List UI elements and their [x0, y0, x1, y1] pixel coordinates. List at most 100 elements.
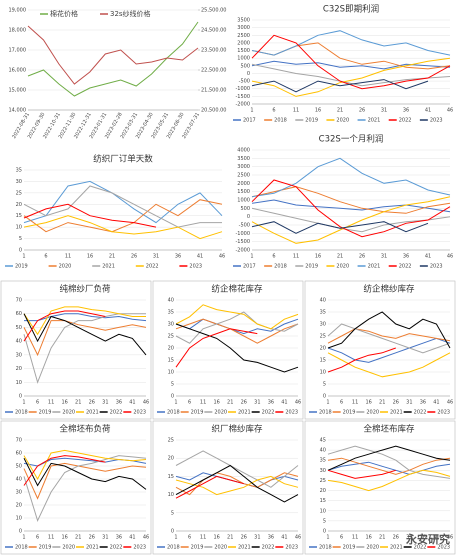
y-tick-label: 20	[320, 488, 326, 494]
legend-label: 2023	[430, 118, 443, 124]
legend-label: 2021	[390, 545, 403, 551]
legend-label: 2019	[305, 118, 318, 124]
legend-label: 2020	[366, 410, 379, 416]
y-tick-label: 20	[168, 456, 174, 462]
x-tick-label: 1	[250, 108, 253, 114]
x-tick-label: 31	[406, 400, 412, 406]
y-tick-label: 2000	[237, 181, 250, 187]
y-tick-label: 0	[171, 529, 174, 535]
x-tick-label: 6	[36, 400, 39, 406]
x-tick-label: 16	[315, 108, 321, 114]
y-tick-label: 30	[320, 468, 326, 474]
y-tick-label: 5	[171, 510, 174, 516]
legend-label: 2022	[414, 410, 427, 416]
x-tick-label: 36	[116, 400, 122, 406]
y-tick-label: 30	[320, 322, 326, 328]
y-tick-label: 14,000	[9, 108, 27, 114]
legend-label: 2017	[243, 118, 256, 124]
series-line	[251, 60, 451, 70]
series-line	[327, 469, 451, 492]
y-tick-label: 50	[16, 464, 22, 470]
legend-label: 2023	[189, 264, 202, 270]
x-tick-label: 31	[254, 535, 260, 541]
legend-label: 2023	[437, 545, 450, 551]
x-tick-label: 21	[109, 254, 115, 260]
x-tick-label: 36	[403, 254, 409, 260]
legend-label: 2019	[15, 264, 28, 270]
legend-label: 2020	[336, 118, 349, 124]
y-tick-label: 15	[320, 498, 326, 504]
y-tick-label: 60	[16, 311, 22, 317]
x-tick-label: 46	[143, 535, 149, 541]
legend-label: 2020	[366, 545, 379, 551]
y-tick-label: 35	[320, 310, 326, 316]
y-tick-label: 2500	[237, 173, 250, 179]
series-line	[23, 457, 147, 490]
series-line	[327, 328, 451, 344]
legend-label: 2022	[110, 545, 123, 551]
y-tick-label: 35	[16, 168, 22, 174]
legend-label: 2022	[399, 264, 412, 270]
series-line	[23, 455, 106, 486]
y-tick-label: 1500	[237, 48, 250, 54]
series-line	[327, 469, 396, 479]
y-tick-label: 40	[320, 298, 326, 304]
x-tick-label: 46	[447, 254, 453, 260]
legend-label: 2019	[343, 545, 356, 551]
x-tick-label: 26	[89, 535, 95, 541]
series-line	[327, 445, 451, 479]
legend-label: 2018	[167, 410, 180, 416]
x-tick-label: 16	[61, 400, 67, 406]
x-tick-label: 16	[213, 400, 219, 406]
x-tick-label: 16	[87, 254, 93, 260]
x-tick-label: 11	[200, 535, 206, 541]
legend-label: 2019	[343, 410, 356, 416]
y-tick-label: 1000	[237, 56, 250, 62]
series-line	[327, 347, 396, 373]
y-tick-label: 60	[16, 451, 22, 457]
y-tick-label: 10	[16, 380, 22, 386]
series-line	[327, 337, 451, 363]
y2-tick-label: 25,500.00	[201, 8, 226, 14]
y-tick-label: 20	[168, 346, 174, 352]
chart-title: 纺企棉花库存	[211, 284, 263, 295]
x-tick-label: 6	[188, 400, 191, 406]
series-line	[251, 34, 451, 90]
chart-title: 纯棉纱厂负荷	[59, 284, 111, 295]
y-tick-label: 30	[16, 352, 22, 358]
x-tick-label: 1	[250, 254, 253, 260]
legend-label: 2022	[414, 545, 427, 551]
series-line	[251, 63, 451, 87]
legend-label: 32s纱线价格	[110, 9, 151, 18]
x-tick-label: 36	[116, 535, 122, 541]
y-tick-label: 25	[16, 190, 22, 196]
x-tick-label: 46	[219, 254, 225, 260]
y-tick-label: -1000	[235, 231, 250, 237]
y-tick-label: 10	[16, 225, 22, 231]
x-tick-label: 21	[75, 535, 81, 541]
x-tick-label: 26	[359, 108, 365, 114]
legend-label: 2023	[133, 410, 146, 416]
legend-label: 2022	[146, 264, 159, 270]
y-tick-label: 3500	[237, 156, 250, 162]
x-tick-label: 1	[22, 254, 25, 260]
series-line	[27, 25, 199, 85]
series-line	[23, 203, 157, 228]
series-line	[27, 21, 199, 97]
x-tick-label: 11	[65, 254, 71, 260]
x-tick-label: 36	[420, 535, 426, 541]
legend-label: 2023	[437, 410, 450, 416]
series-line	[175, 323, 299, 373]
y-tick-label: 40	[16, 477, 22, 483]
chart-title: 全棉坯布库存	[363, 424, 415, 435]
x-tick-label: 1	[174, 535, 177, 541]
y-tick-label: 25	[168, 334, 174, 340]
series-line	[24, 313, 147, 322]
y-tick-label: 20	[16, 366, 22, 372]
x-tick-label: 1	[22, 400, 25, 406]
legend-label: 2019	[39, 410, 52, 416]
y-tick-label: 1000	[237, 198, 250, 204]
legend-label: 2020	[62, 410, 75, 416]
series-line	[175, 472, 299, 496]
series-line	[327, 445, 451, 471]
